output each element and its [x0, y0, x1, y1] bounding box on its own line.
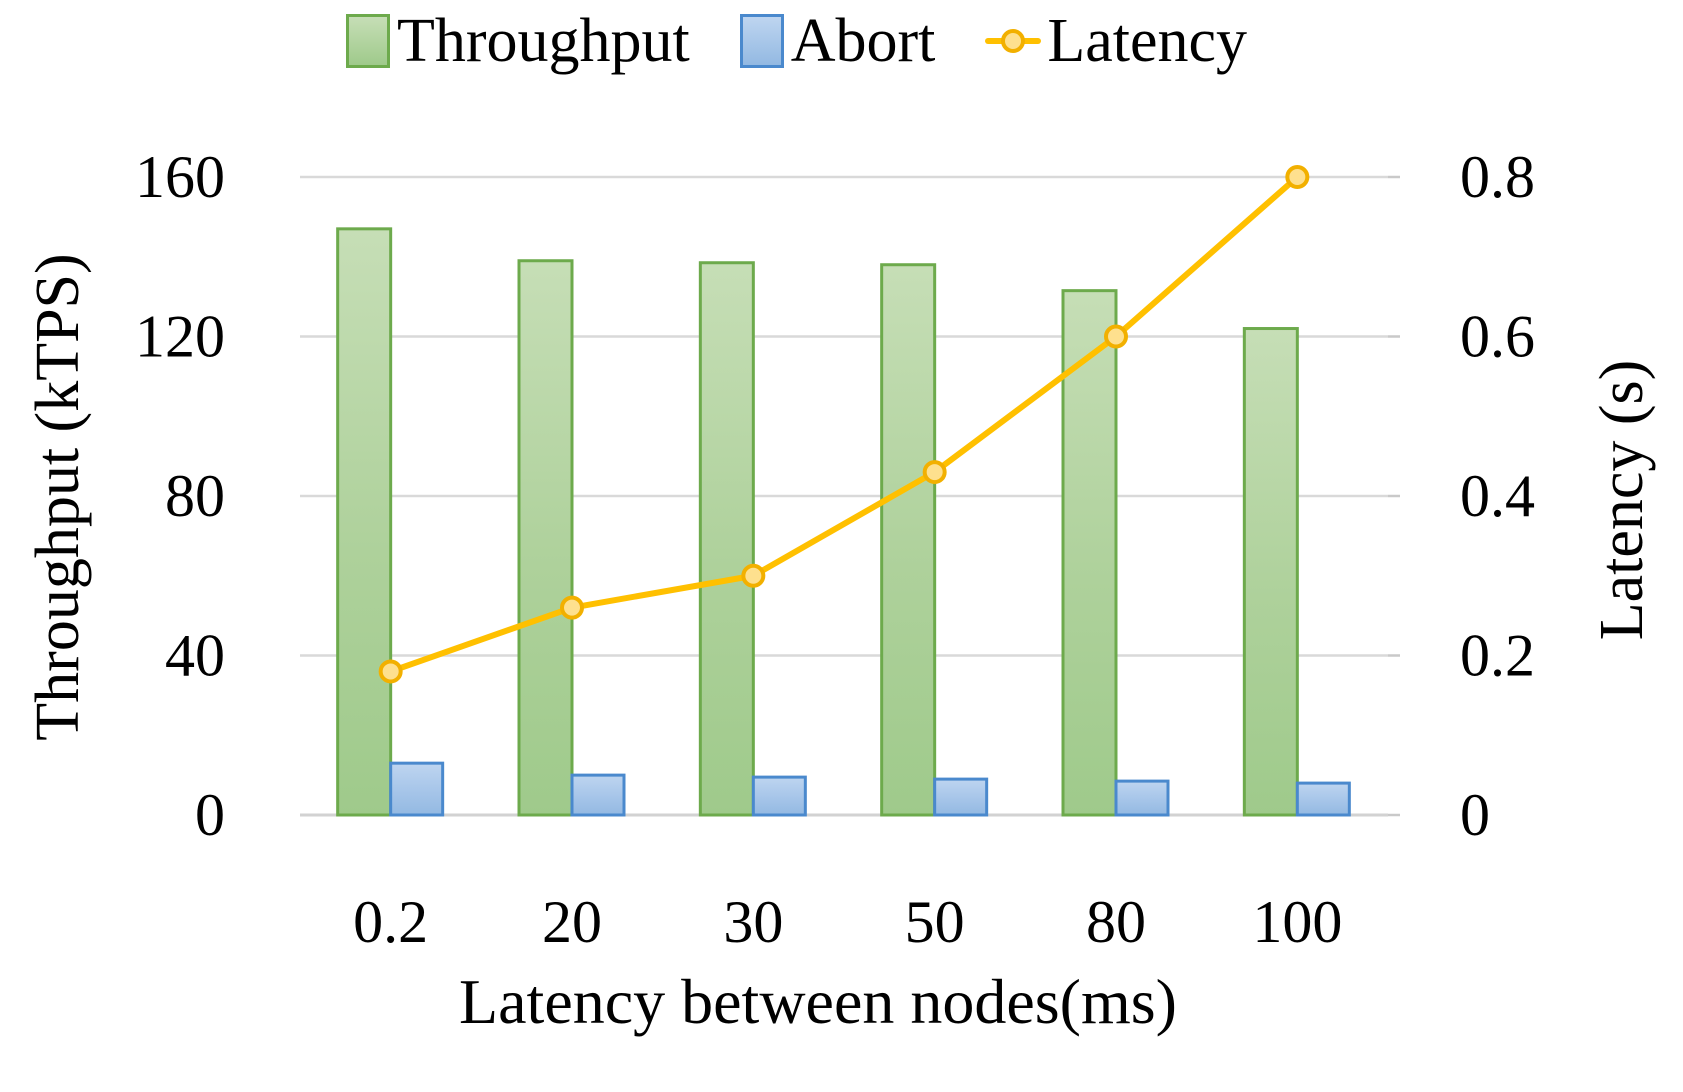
left-axis-tick-label: 40 [165, 623, 225, 689]
right-axis-tick-label: 0.6 [1460, 304, 1535, 370]
abort-bar [570, 773, 626, 817]
latency-point [1285, 165, 1310, 189]
x-axis-tick-label: 50 [905, 889, 965, 955]
right-axis-tick-label: 0.4 [1460, 463, 1535, 529]
throughput-bar [1061, 289, 1118, 817]
x-axis-tick-label: 80 [1086, 889, 1146, 955]
left-axis-tick-label: 0 [195, 782, 225, 848]
legend-label-latency: Latency [1047, 7, 1248, 75]
abort-bar [1114, 779, 1170, 817]
throughput-bar [880, 263, 937, 817]
latency-line-marker-icon [985, 13, 1042, 69]
abort-bar [751, 775, 807, 817]
x-axis-tick-label: 100 [1252, 889, 1342, 955]
left-axis-tick-label: 160 [135, 144, 225, 210]
latency-point [378, 659, 403, 684]
x-axis-title: Latency between nodes(ms) [459, 966, 1177, 1037]
abort-bar [933, 777, 989, 817]
throughput-bar [336, 227, 393, 817]
throughput-bar [698, 261, 755, 817]
left-axis-tick-label: 120 [135, 304, 225, 370]
legend-item-abort: Abort [739, 7, 936, 75]
throughput-bar [1242, 327, 1299, 817]
legend: Throughput Abort Latency [0, 10, 1638, 72]
legend-item-throughput: Throughput [345, 7, 690, 75]
abort-bar [1295, 781, 1351, 817]
x-axis-tick-label: 30 [723, 889, 783, 955]
throughput-bar [517, 259, 574, 817]
right-axis-tick-label: 0.2 [1460, 623, 1535, 689]
right-axis-tick-label: 0 [1460, 782, 1490, 848]
x-axis-tick-label: 20 [542, 889, 602, 955]
latency-line [387, 174, 1301, 675]
left-axis-tick-label: 80 [165, 463, 225, 529]
latency-point [1104, 324, 1128, 349]
legend-item-latency: Latency [985, 10, 1247, 72]
abort-bar [389, 761, 445, 817]
latency-point [560, 595, 584, 620]
right-axis-tick-label: 0.8 [1460, 144, 1535, 210]
abort-swatch-icon [739, 14, 784, 68]
latency-point [922, 460, 947, 485]
legend-label-throughput: Throughput [396, 7, 690, 75]
throughput-swatch-icon [345, 14, 390, 68]
legend-label-abort: Abort [790, 7, 936, 75]
x-axis-tick-label: 0.2 [353, 889, 428, 955]
latency-point [741, 563, 766, 588]
